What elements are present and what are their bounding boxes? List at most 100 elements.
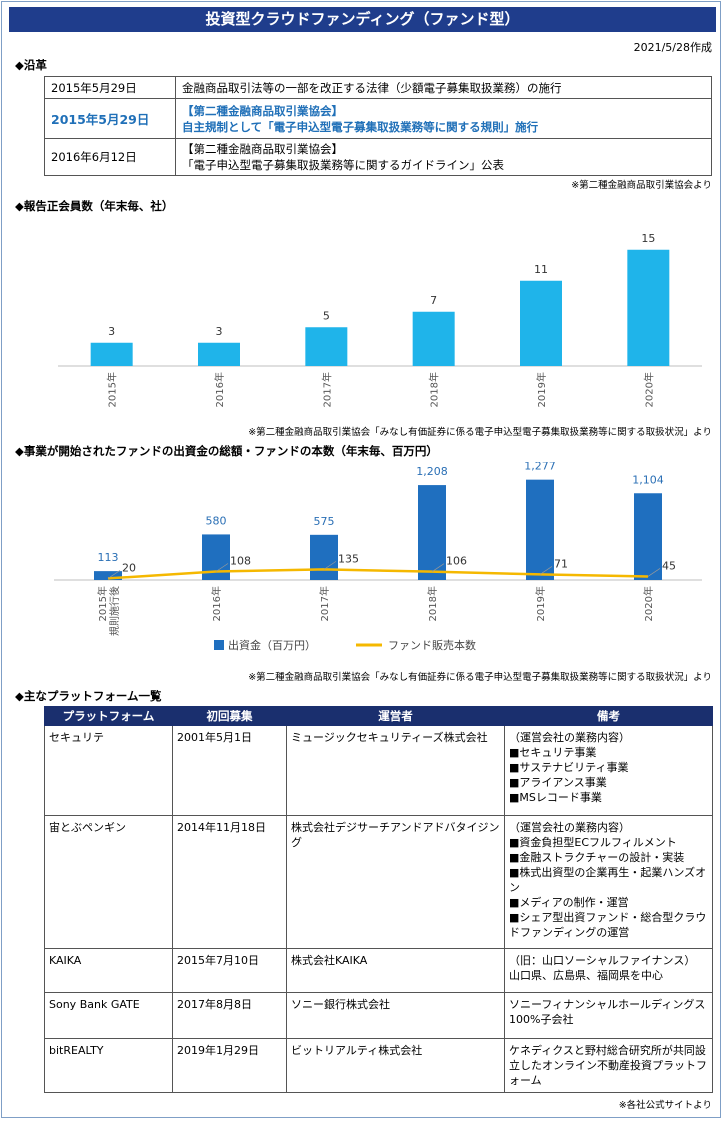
line-data-label: 106 — [446, 555, 467, 568]
x-tick-label: 2016年 — [210, 586, 223, 621]
bar-data-label: 1,277 — [524, 462, 556, 473]
platform-remarks: ケネディクスと野村総合研究所が共同設立したオンライン不動産投資プラットフォーム — [504, 1038, 713, 1093]
platform-first: 2001年5月1日 — [172, 725, 287, 816]
leader-line — [107, 570, 121, 579]
history-event: 【第二種金融商品取引業協会】 「電子申込型電子募集取扱業務等に関するガイドライン… — [175, 138, 712, 176]
platform-operator: ソニー銀行株式会社 — [286, 992, 505, 1039]
platform-operator: ミュージックセキュリティーズ株式会社 — [286, 725, 505, 816]
bar-data-label: 1,104 — [632, 473, 664, 486]
history-heading: ◆沿革 — [15, 58, 47, 72]
remark-line: ■資金負担型ECフルフィルメント — [509, 836, 677, 849]
line-data-label: 108 — [230, 555, 251, 568]
x-tick-label: 2017年 — [320, 372, 333, 407]
platforms-heading: ◆主なプラットフォーム一覧 — [15, 689, 162, 703]
history-date: 2015年5月29日 — [44, 76, 176, 99]
history-source: ※第二種金融商品取引業協会より — [571, 180, 712, 191]
bar — [90, 342, 133, 366]
bar — [94, 571, 122, 580]
platform-name: bitREALTY — [44, 1038, 173, 1093]
platform-first: 2019年1月29日 — [172, 1038, 287, 1093]
line-data-label: 135 — [338, 552, 359, 565]
data-label: 5 — [323, 309, 330, 322]
bar — [627, 249, 670, 366]
line-data-label: 45 — [662, 559, 676, 572]
table-row: 宙とぶペンギン 2014年11月18日 株式会社デジサーチアンドアドバタイジング… — [44, 815, 713, 949]
history-row: 2015年5月29日 金融商品取引法等の一部を改正する法律（少額電子募集取扱業務… — [44, 76, 712, 99]
bar — [412, 311, 455, 366]
platform-remarks: （運営会社の業務内容） ■セキュリテ事業 ■サステナビリティ事業 ■アライアンス… — [504, 725, 713, 816]
leader-line — [431, 563, 445, 572]
platform-first: 2015年7月10日 — [172, 948, 287, 993]
platforms-table: プラットフォーム 初回募集 運営者 備考 セキュリテ 2001年5月1日 ミュー… — [44, 706, 713, 1093]
table-row: Sony Bank GATE 2017年8月8日 ソニー銀行株式会社 ソニーフィ… — [44, 992, 713, 1039]
bar — [520, 280, 562, 366]
bar — [310, 534, 338, 580]
remark-line: ■メディアの制作・運営 — [509, 896, 629, 909]
remark-line: （運営会社の業務内容） — [509, 731, 630, 744]
remark-line: ■金融ストラクチャーの設計・実装 — [509, 851, 685, 864]
bar-data-label: 113 — [98, 551, 119, 564]
col-header-platform: プラットフォーム — [44, 706, 173, 726]
remark-line: ■アライアンス事業 — [509, 776, 607, 789]
x-tick-label: 2020年 — [642, 586, 655, 621]
table-row: セキュリテ 2001年5月1日 ミュージックセキュリティーズ株式会社 （運営会社… — [44, 725, 713, 816]
history-table: 2015年5月29日 金融商品取引法等の一部を改正する法律（少額電子募集取扱業務… — [44, 76, 712, 176]
data-label: 3 — [216, 325, 223, 338]
history-row: 2016年6月12日 【第二種金融商品取引業協会】 「電子申込型電子募集取扱業務… — [44, 138, 712, 176]
platform-first: 2017年8月8日 — [172, 992, 287, 1039]
x-tick-label: 2019年 — [535, 372, 548, 407]
platform-first: 2014年11月18日 — [172, 815, 287, 949]
legend-swatch-bar — [214, 640, 224, 650]
bar-data-label: 575 — [314, 515, 335, 528]
series-line — [107, 568, 649, 580]
remark-line: 山口県、広島県、福岡県を中心 — [509, 969, 663, 982]
bar — [634, 493, 662, 580]
platform-remarks: ソニーフィナンシャルホールディングス100%子会社 — [504, 992, 713, 1039]
remark-line: ■株式出資型の企業再生・起業ハンズオン — [509, 866, 707, 894]
line-data-label: 71 — [554, 557, 568, 570]
x-tick-label: 2015年 — [106, 372, 119, 407]
history-event-line: 「電子申込型電子募集取扱業務等に関するガイドライン」公表 — [182, 158, 504, 172]
leader-line — [215, 563, 229, 572]
platform-operator: 株式会社KAIKA — [286, 948, 505, 993]
leader-line — [323, 561, 337, 570]
bar — [198, 342, 240, 366]
history-date: 2016年6月12日 — [44, 138, 176, 176]
legend-label: 出資金（百万円） — [228, 638, 316, 652]
platform-operator: 株式会社デジサーチアンドアドバタイジング — [286, 815, 505, 949]
x-tick-label: 2017年 — [318, 586, 331, 621]
bar — [305, 327, 348, 366]
funds-chart: 113 580 575 1,208 1,277 1,104 20 108 135 106 71 45 2… — [54, 462, 702, 652]
x-tick-label: 2020年 — [642, 372, 655, 407]
x-tick-label: 2015年 — [96, 586, 109, 621]
data-label: 7 — [430, 294, 437, 307]
history-event-line: 自主規制として「電子申込型電子募集取扱業務等に関する規則」施行 — [182, 119, 539, 134]
x-tick-label: 規則施行後 — [108, 586, 121, 636]
remark-line: ■セキュリテ事業 — [509, 746, 597, 759]
bar-data-label: 580 — [206, 514, 227, 527]
data-label: 3 — [108, 325, 115, 338]
history-event: 金融商品取引法等の一部を改正する法律（少額電子募集取扱業務）の施行 — [175, 76, 712, 99]
created-date: 2021/5/28作成 — [633, 41, 712, 54]
members-heading: ◆報告正会員数（年末毎、社） — [15, 199, 174, 213]
col-header-first: 初回募集 — [172, 706, 287, 726]
history-date: 2015年5月29日 — [44, 98, 176, 139]
bar — [526, 479, 554, 580]
col-header-operator: 運営者 — [286, 706, 505, 726]
remark-line: （運営会社の業務内容） — [509, 821, 630, 834]
leader-line — [539, 566, 553, 575]
platform-remarks: （旧：山口ソーシャルファイナンス） 山口県、広島県、福岡県を中心 — [504, 948, 713, 993]
line-data-label: 20 — [122, 561, 136, 574]
members-source: ※第二種金融商品取引業協会「みなし有価証券に係る電子申込型電子募集取扱業務等に関… — [248, 427, 712, 438]
platform-name: セキュリテ — [44, 725, 173, 816]
history-event-line: 【第二種金融商品取引業協会】 — [182, 142, 343, 156]
platform-operator: ビットリアルティ株式会社 — [286, 1038, 505, 1093]
x-tick-label: 2016年 — [213, 372, 226, 407]
bar — [418, 485, 446, 580]
x-tick-label: 2018年 — [426, 586, 439, 621]
data-label: 15 — [641, 232, 655, 245]
funds-heading: ◆事業が開始されたファンドの出資金の総額・ファンドの本数（年末毎、百万円） — [15, 444, 438, 458]
history-event-line: 【第二種金融商品取引業協会】 — [182, 103, 343, 118]
table-row: KAIKA 2015年7月10日 株式会社KAIKA （旧：山口ソーシャルファイ… — [44, 948, 713, 993]
